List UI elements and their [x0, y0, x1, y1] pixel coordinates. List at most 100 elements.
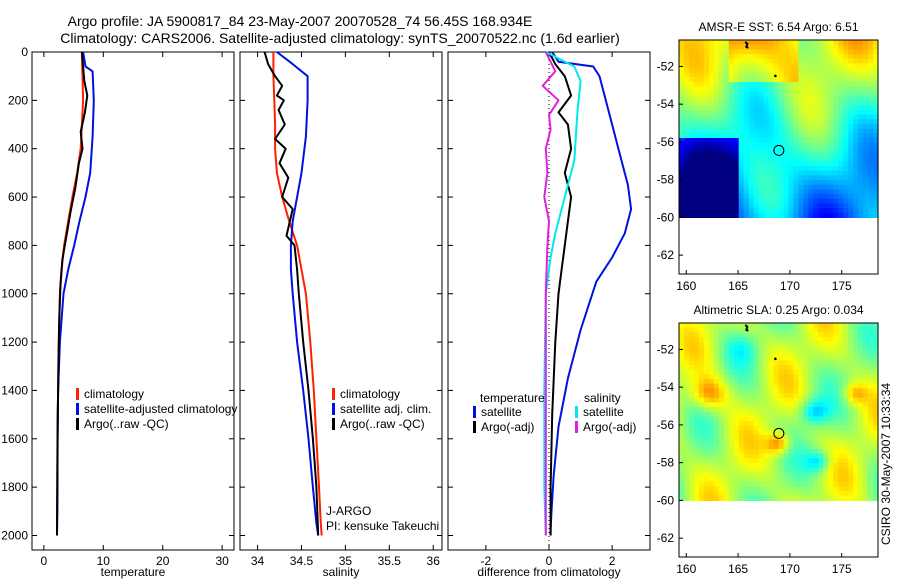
heatmap-cell [743, 449, 750, 455]
heatmap-cell [863, 138, 869, 144]
heatmap-cell [708, 341, 715, 347]
heatmap-cell [703, 341, 710, 347]
heatmap-cell [728, 91, 735, 97]
heatmap-cell [868, 444, 874, 450]
heatmap-cell [708, 374, 715, 380]
heatmap-cell [733, 411, 740, 417]
heatmap-cell [758, 444, 765, 450]
heatmap-cell [773, 449, 780, 455]
heatmap-cell [833, 360, 839, 366]
heatmap-cell [833, 49, 839, 55]
heatmap-cell [783, 374, 790, 380]
heatmap-cell [718, 133, 725, 139]
heatmap-cell [823, 486, 829, 492]
heatmap-cell [873, 100, 879, 106]
heatmap-cell [793, 341, 799, 347]
heatmap-cell [728, 72, 735, 78]
heatmap-cell [763, 114, 770, 120]
heatmap-cell [858, 383, 864, 389]
heatmap-cell [743, 110, 750, 116]
heatmap-cell [758, 416, 765, 422]
heatmap-cell [848, 68, 854, 74]
heatmap-cell [778, 491, 785, 497]
heatmap-cell [823, 477, 829, 483]
heatmap-cell [683, 175, 690, 181]
heatmap-cell [753, 58, 760, 64]
heatmap-cell [838, 105, 844, 111]
heatmap-cell [758, 203, 765, 209]
heatmap-cell [833, 439, 839, 445]
heatmap-cell [853, 133, 859, 139]
heatmap-cell [768, 421, 775, 427]
heatmap-cell [738, 397, 745, 403]
heatmap-cell [738, 346, 745, 352]
heatmap-cell [768, 393, 775, 399]
heatmap-cell [778, 383, 785, 389]
heatmap-cell [858, 124, 864, 130]
heatmap-cell [763, 351, 770, 357]
heatmap-cell [798, 379, 804, 385]
heatmap-cell [758, 346, 765, 352]
heatmap-cell [683, 351, 690, 357]
heatmap-cell [788, 138, 795, 144]
heatmap-cell [773, 189, 780, 195]
heatmap-cell [873, 323, 879, 329]
heatmap-cell [738, 360, 745, 366]
heatmap-cell [748, 383, 755, 389]
heatmap-cell [698, 198, 705, 204]
heatmap-cell [793, 180, 799, 186]
heatmap-cell [713, 54, 720, 60]
heatmap-cell [818, 180, 824, 186]
heatmap-cell [803, 44, 809, 50]
heatmap-cell [803, 166, 809, 172]
heatmap-cell [768, 142, 775, 148]
heatmap-cell [873, 439, 879, 445]
heatmap-cell [853, 421, 859, 427]
heatmap-cell [818, 77, 824, 83]
heatmap-cell [853, 114, 859, 120]
heatmap-cell [813, 439, 819, 445]
heatmap-cell [843, 467, 849, 473]
heatmap-cell [848, 327, 854, 333]
heatmap-cell [728, 346, 735, 352]
heatmap-cell [793, 77, 799, 83]
heatmap-cell [798, 332, 804, 338]
heatmap-cell [798, 152, 804, 158]
heatmap-cell [838, 184, 844, 190]
heatmap-cell [863, 68, 869, 74]
heatmap-cell [818, 351, 824, 357]
heatmap-cell [683, 96, 690, 102]
heatmap-cell [783, 170, 790, 176]
heatmap-cell [793, 175, 799, 181]
heatmap-cell [688, 379, 695, 385]
heatmap-cell [868, 435, 874, 441]
heatmap-cell [783, 156, 790, 162]
heatmap-cell [763, 208, 770, 214]
heatmap-cell [733, 425, 740, 431]
heatmap-cell [713, 44, 720, 50]
heatmap-cell [793, 383, 799, 389]
heatmap-cell [738, 374, 745, 380]
heatmap-cell [773, 360, 780, 366]
heatmap-cell [748, 411, 755, 417]
heatmap-cell [798, 100, 804, 106]
heatmap-cell [823, 138, 829, 144]
heatmap-cell [693, 463, 700, 469]
heatmap-cell [813, 402, 819, 408]
heatmap-cell [813, 128, 819, 134]
heatmap-cell [758, 388, 765, 394]
heatmap-cell [813, 397, 819, 403]
heatmap-cell [793, 68, 799, 74]
heatmap-cell [843, 40, 849, 46]
heatmap-cell [848, 152, 854, 158]
heatmap-cell [808, 180, 814, 186]
heatmap-cell [853, 355, 859, 361]
heatmap-cell [763, 430, 770, 436]
heatmap-cell [718, 212, 725, 218]
heatmap-cell [683, 421, 690, 427]
heatmap-cell [858, 82, 864, 88]
heatmap-cell [808, 397, 814, 403]
heatmap-cell [843, 189, 849, 195]
heatmap-cell [693, 91, 700, 97]
heatmap-cell [823, 397, 829, 403]
